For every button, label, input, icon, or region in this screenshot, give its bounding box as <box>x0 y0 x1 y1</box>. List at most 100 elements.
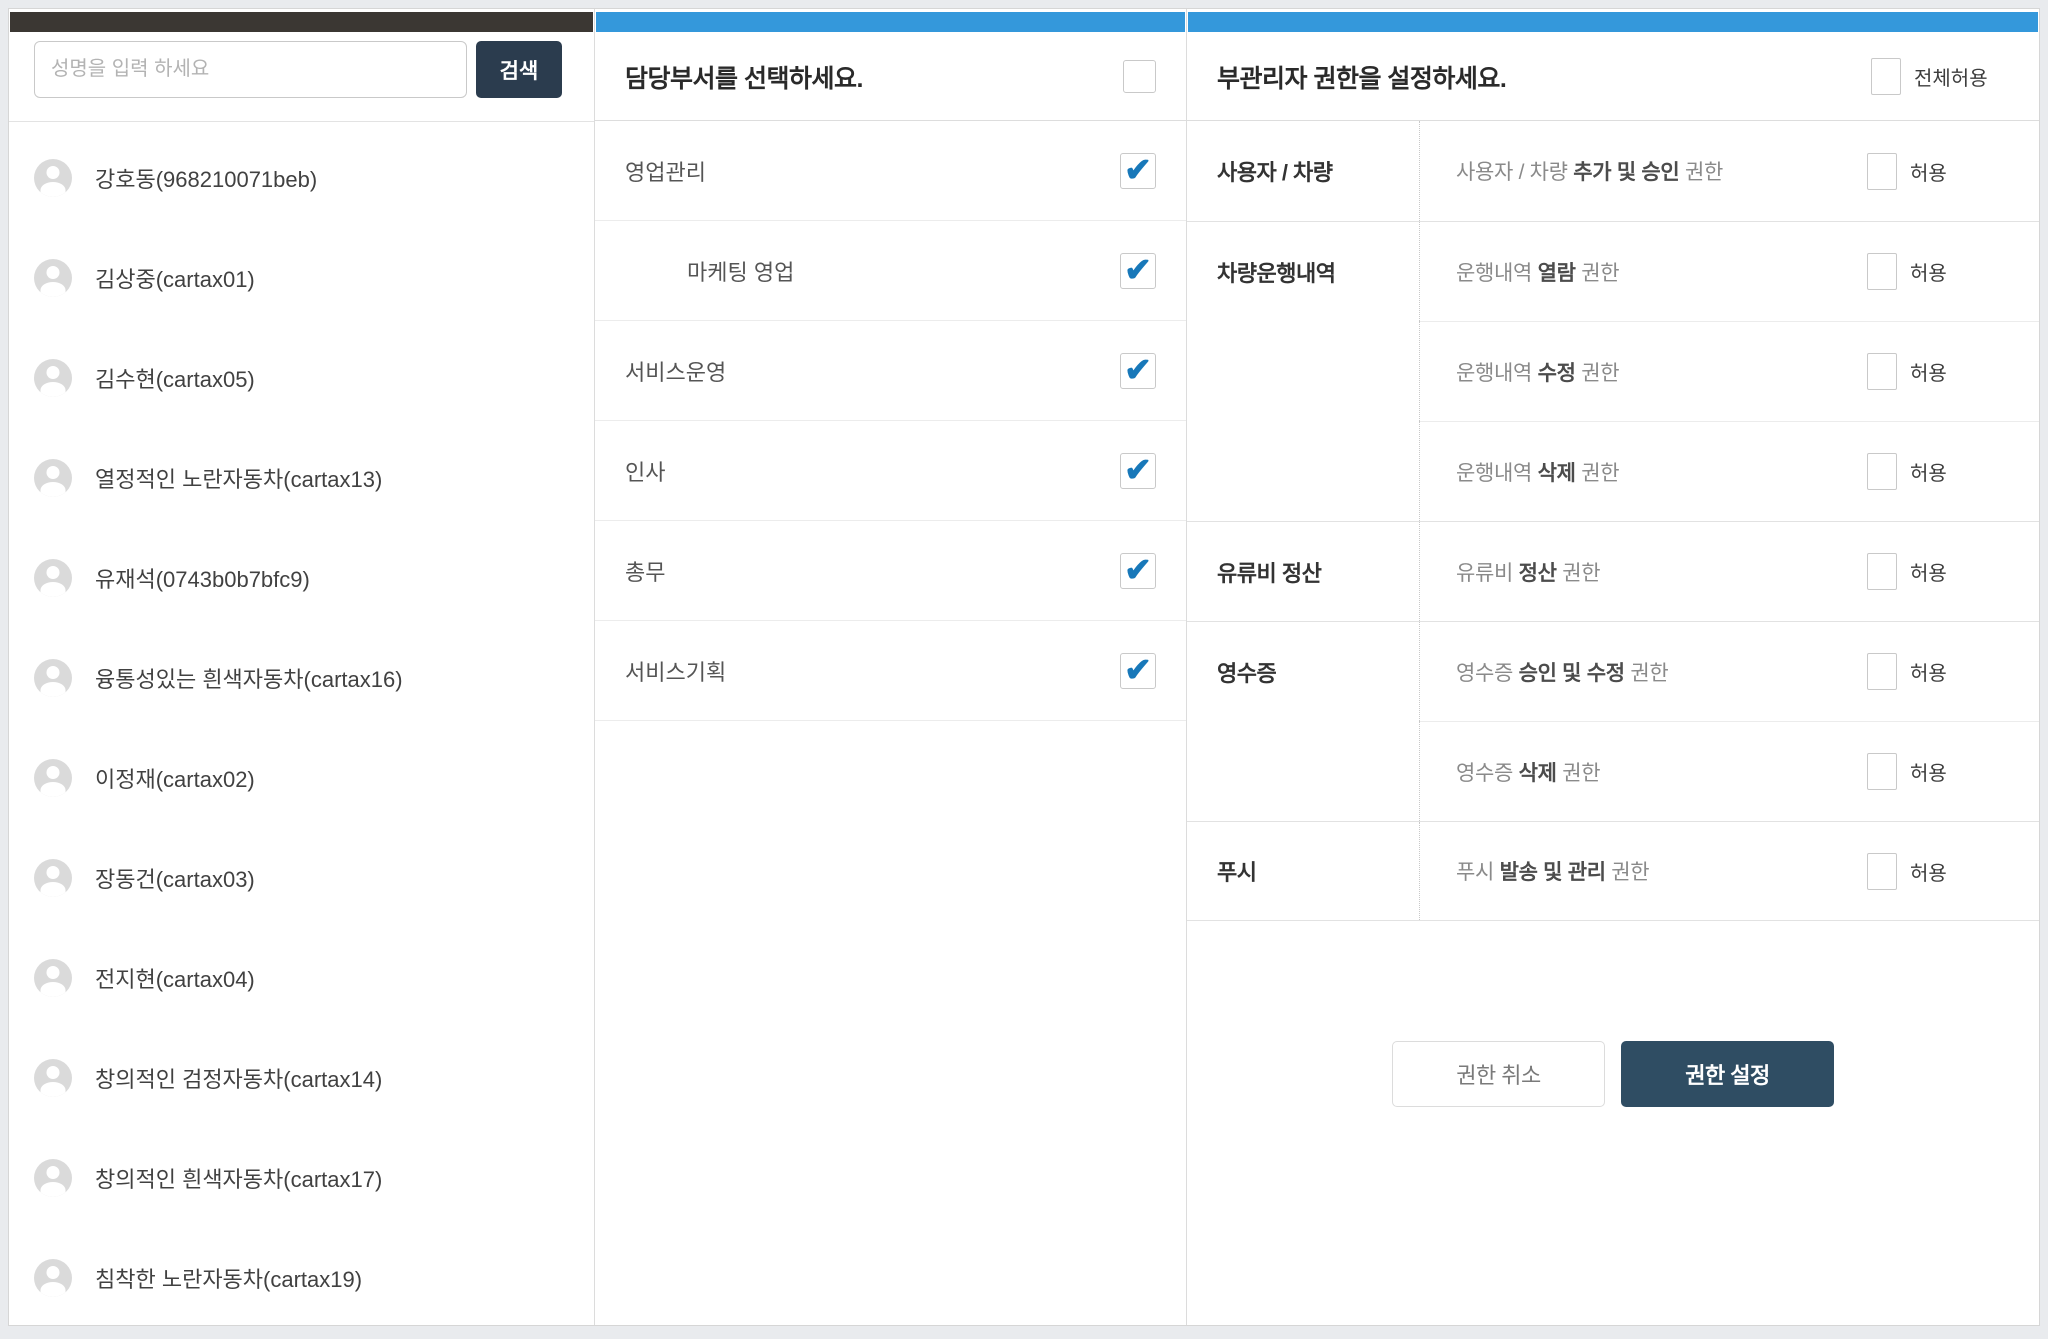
permission-main: 운행내역 삭제 권한 <box>1420 421 2039 521</box>
permission-category: 영수증 <box>1187 622 1420 721</box>
permission-description: 운행내역 삭제 권한 <box>1456 461 1620 485</box>
user-list-item[interactable]: 강호동(968210071beb) <box>9 128 594 228</box>
permission-category: 사용자 / 차량 <box>1187 121 1420 221</box>
permission-row: 차량운행내역 운행내역 열람 권한 허용 <box>1187 221 2039 321</box>
department-panel: 담당부서를 선택하세요. 영업관리 ✔ 마케팅 영업 ✔ 서비스운영 ✔ 인사 … <box>595 9 1186 1325</box>
check-icon: ✔ <box>1124 350 1152 388</box>
permission-description: 영수증 삭제 권한 <box>1456 761 1601 785</box>
department-checkbox[interactable]: ✔ <box>1120 350 1156 389</box>
panel-divider <box>594 9 595 1325</box>
permission-category: 유류비 정산 <box>1187 522 1420 621</box>
user-avatar-icon <box>34 259 72 297</box>
allow-checkbox[interactable] <box>1867 653 1897 690</box>
user-avatar-icon <box>34 1059 72 1097</box>
allow-checkbox[interactable] <box>1867 152 1897 190</box>
permission-panel-title: 부관리자 권한을 설정하세요. <box>1217 64 1507 93</box>
allow-checkbox[interactable] <box>1867 352 1897 390</box>
permission-row: 사용자 / 차량 사용자 / 차량 추가 및 승인 권한 허용 <box>1187 121 2039 221</box>
allow-checkbox[interactable] <box>1867 852 1897 890</box>
department-label: 마케팅 영업 <box>687 259 795 285</box>
permission-category <box>1187 421 1420 521</box>
allow-label: 허용 <box>1910 162 1947 185</box>
user-name: 강호동(968210071beb) <box>95 167 318 192</box>
user-list-item[interactable]: 장동건(cartax03) <box>9 828 594 928</box>
permission-description: 운행내역 수정 권한 <box>1456 361 1620 385</box>
user-name: 이정재(cartax02) <box>95 767 255 792</box>
user-name: 융통성있는 흰색자동차(cartax16) <box>95 667 403 692</box>
department-checkbox[interactable]: ✔ <box>1120 650 1156 689</box>
permission-table: 사용자 / 차량 사용자 / 차량 추가 및 승인 권한 허용 차량운행내역 운… <box>1187 121 2039 921</box>
permission-row: 유류비 정산 유류비 정산 권한 허용 <box>1187 521 2039 621</box>
permission-main: 사용자 / 차량 추가 및 승인 권한 <box>1420 121 2039 221</box>
user-name: 침착한 노란자동차(cartax19) <box>95 1267 363 1292</box>
permission-row: 운행내역 수정 권한 허용 <box>1187 321 2039 421</box>
user-name: 김수현(cartax05) <box>95 367 255 392</box>
department-row: 서비스운영 ✔ <box>595 321 1186 421</box>
user-list: 강호동(968210071beb) 김상중(cartax01) 김수현(cart… <box>9 122 594 1325</box>
permission-main: 영수증 승인 및 수정 권한 <box>1420 622 2039 721</box>
user-list-item[interactable]: 유재석(0743b0b7bfc9) <box>9 528 594 628</box>
allow-checkbox[interactable] <box>1867 253 1897 290</box>
user-avatar-icon <box>34 759 72 797</box>
permission-main: 운행내역 열람 권한 <box>1420 222 2039 321</box>
check-icon: ✔ <box>1124 450 1152 488</box>
select-all-departments-checkbox[interactable] <box>1123 60 1156 93</box>
check-icon: ✔ <box>1124 550 1152 588</box>
department-checkbox[interactable]: ✔ <box>1120 252 1156 289</box>
user-name: 유재석(0743b0b7bfc9) <box>95 567 310 592</box>
allow-checkbox[interactable] <box>1867 452 1897 490</box>
cancel-permission-button[interactable]: 권한 취소 <box>1392 1041 1605 1107</box>
department-checkbox[interactable]: ✔ <box>1120 450 1156 489</box>
check-icon: ✔ <box>1124 650 1152 688</box>
permission-category: 차량운행내역 <box>1187 222 1420 321</box>
user-list-item[interactable]: 김수현(cartax05) <box>9 328 594 428</box>
user-name: 창의적인 흰색자동차(cartax17) <box>95 1167 383 1192</box>
allow-label: 허용 <box>1910 663 1947 685</box>
user-avatar-icon <box>34 159 72 197</box>
middle-panel-topbar <box>596 12 1185 32</box>
allow-checkbox[interactable] <box>1867 752 1897 790</box>
user-list-item[interactable]: 침착한 노란자동차(cartax19) <box>9 1228 594 1325</box>
user-avatar-icon <box>34 359 72 397</box>
allow-all-checkbox[interactable] <box>1871 58 1901 95</box>
department-label: 서비스기획 <box>625 659 727 685</box>
user-list-item[interactable]: 이정재(cartax02) <box>9 728 594 828</box>
user-list-item[interactable]: 융통성있는 흰색자동차(cartax16) <box>9 628 594 728</box>
allow-group: 허용 <box>1867 121 1947 221</box>
permission-panel-header: 부관리자 권한을 설정하세요. 전체허용 <box>1187 33 2039 121</box>
permission-panel: 부관리자 권한을 설정하세요. 전체허용 사용자 / 차량 사용자 / 차량 추… <box>1187 9 2039 1325</box>
department-label: 총무 <box>625 559 666 585</box>
permission-category: 푸시 <box>1187 822 1420 920</box>
search-button[interactable]: 검색 <box>476 41 562 98</box>
department-row: 총무 ✔ <box>595 521 1186 621</box>
search-input[interactable] <box>34 41 467 98</box>
department-label: 인사 <box>625 459 666 485</box>
user-list-item[interactable]: 창의적인 흰색자동차(cartax17) <box>9 1128 594 1228</box>
user-list-item[interactable]: 전지현(cartax04) <box>9 928 594 1028</box>
allow-label: 허용 <box>1910 462 1947 485</box>
user-avatar-icon <box>34 859 72 897</box>
department-panel-header: 담당부서를 선택하세요. <box>595 33 1186 121</box>
allow-group: 허용 <box>1867 522 1947 621</box>
department-checkbox[interactable]: ✔ <box>1120 550 1156 589</box>
set-permission-button[interactable]: 권한 설정 <box>1621 1041 1834 1107</box>
permission-row: 푸시 푸시 발송 및 관리 권한 허용 <box>1187 821 2039 921</box>
user-list-item[interactable]: 창의적인 검정자동차(cartax14) <box>9 1028 594 1128</box>
user-list-item[interactable]: 열정적인 노란자동차(cartax13) <box>9 428 594 528</box>
permission-description: 유류비 정산 권한 <box>1456 561 1601 585</box>
department-list: 영업관리 ✔ 마케팅 영업 ✔ 서비스운영 ✔ 인사 ✔ 총무 ✔ 서비스기획 … <box>595 121 1186 721</box>
allow-group: 허용 <box>1867 222 1947 321</box>
user-avatar-icon <box>34 659 72 697</box>
panel-divider <box>1186 9 1187 1325</box>
permission-description: 사용자 / 차량 추가 및 승인 권한 <box>1456 161 1723 184</box>
right-panel-topbar <box>1188 12 2038 32</box>
department-checkbox[interactable]: ✔ <box>1120 152 1156 189</box>
permission-description: 푸시 발송 및 관리 권한 <box>1456 861 1650 884</box>
allow-checkbox[interactable] <box>1867 553 1897 590</box>
allow-all-group: 전체허용 <box>1871 58 1988 95</box>
allow-group: 허용 <box>1867 421 1947 521</box>
department-row: 인사 ✔ <box>595 421 1186 521</box>
user-name: 김상중(cartax01) <box>95 267 255 292</box>
allow-group: 허용 <box>1867 622 1947 721</box>
user-list-item[interactable]: 김상중(cartax01) <box>9 228 594 328</box>
